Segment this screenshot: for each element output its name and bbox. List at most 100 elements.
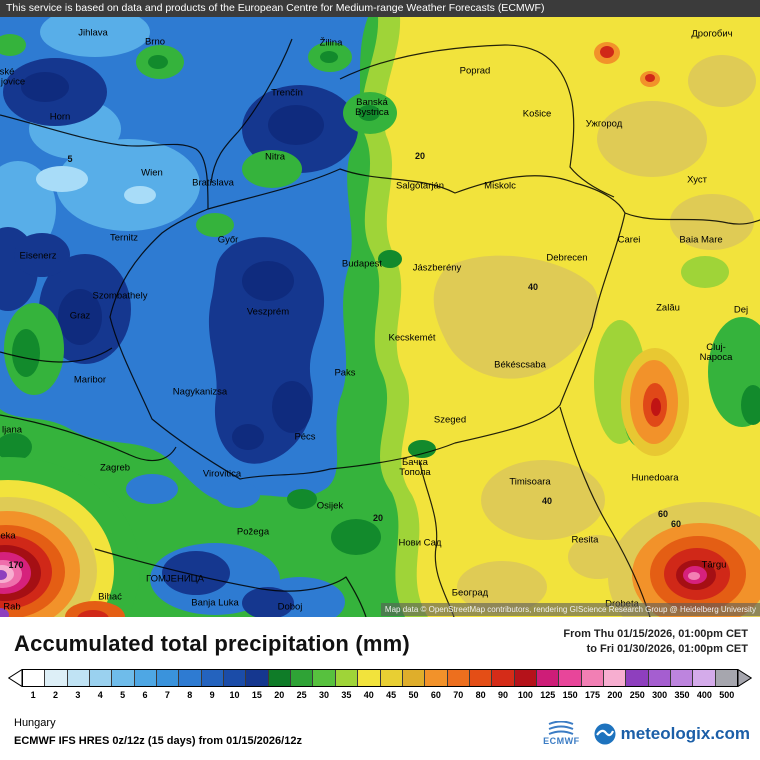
city-label: Eisenerz: [19, 250, 57, 262]
legend-tick: 7: [164, 690, 170, 700]
city-label: Horn: [49, 111, 71, 123]
city-label: Graz: [69, 310, 91, 322]
region-label: Hungary: [14, 717, 56, 729]
model-info: ECMWF IFS HRES 0z/12z (15 days) from 01/…: [14, 735, 302, 747]
city-label: Zagreb: [99, 462, 131, 474]
legend-cell: [90, 670, 113, 686]
contour-value-label: 40: [541, 496, 553, 506]
legend-tick: 200: [607, 690, 623, 700]
legend-cell: [224, 670, 247, 686]
city-label: Békéscsaba: [494, 359, 546, 371]
city-label: Trenčín: [271, 87, 303, 99]
legend-cell: [268, 670, 292, 686]
legend-tick: 350: [674, 690, 690, 700]
legend-tick: 125: [540, 690, 556, 700]
city-label: Brno: [144, 36, 166, 48]
city-label: Resita: [571, 534, 599, 546]
legend-tick: 90: [498, 690, 509, 700]
city-label: Бачка Топола: [399, 457, 431, 479]
legend-arrow-left-icon: [8, 669, 22, 687]
legend-tick: 4: [97, 690, 103, 700]
city-label: Baia Mare: [679, 234, 723, 246]
legend-cell: [670, 670, 694, 686]
city-label: Miskolc: [484, 180, 516, 192]
legend-cell: [112, 670, 135, 686]
city-label: Ужгород: [585, 118, 623, 130]
legend-cell: [693, 670, 716, 686]
city-label: Jihlava: [78, 27, 108, 39]
legend-panel: Accumulated total precipitation (mm) Fro…: [0, 617, 760, 760]
legend-tick: 6: [142, 690, 148, 700]
city-label: Banja Luka: [191, 597, 239, 609]
legend-arrow-right-icon: [738, 669, 752, 687]
city-label: Košice: [522, 108, 552, 120]
city-label: Zalău: [656, 302, 680, 314]
city-label: Doboj: [277, 601, 303, 613]
city-label: Timisoara: [509, 476, 551, 488]
city-label: Osijek: [316, 500, 344, 512]
meteologix-logo-icon: [594, 723, 616, 744]
legend-cell: [469, 670, 493, 686]
city-label: Ternitz: [110, 232, 138, 244]
city-labels: ské jovice Jihlava Brno Žilina Poprad Дрогобич…: [0, 17, 760, 617]
city-label: Nagykanizsa: [172, 386, 228, 398]
legend-cell: [514, 670, 537, 686]
city-label: ljana: [1, 424, 23, 436]
contour-value-label: 60: [670, 519, 682, 529]
legend-tick: 1: [30, 690, 36, 700]
legend-tick: 70: [453, 690, 464, 700]
city-label: Szeged: [433, 414, 467, 426]
legend-cell: [626, 670, 649, 686]
legend-cell: [380, 670, 403, 686]
legend-tick: 30: [319, 690, 330, 700]
legend-cell: [447, 670, 470, 686]
legend-cell: [536, 670, 560, 686]
city-label: Wien: [141, 167, 163, 179]
city-label: Târgu: [701, 559, 727, 571]
legend-cell: [246, 670, 269, 686]
city-label: Хуст: [687, 174, 707, 186]
city-label: ské: [0, 66, 15, 78]
legend-cell: [335, 670, 359, 686]
legend-cell: [179, 670, 202, 686]
legend-cell: [291, 670, 314, 686]
meteologix-logo: meteologix.com: [594, 723, 750, 745]
legend-tick: 2: [53, 690, 59, 700]
city-label: ГОМЈЕНИЦА: [145, 573, 205, 585]
legend-cell: [23, 670, 46, 686]
city-label: Bihać: [98, 591, 122, 603]
legend-cell: [603, 670, 627, 686]
legend-cell: [67, 670, 91, 686]
legend-tick: 400: [696, 690, 712, 700]
legend-cell: [313, 670, 336, 686]
legend-cell: [559, 670, 582, 686]
legend-tick: 9: [209, 690, 215, 700]
city-label: Kecskemét: [388, 332, 436, 344]
city-label: eka: [0, 530, 16, 542]
city-label: Београд: [451, 587, 489, 599]
legend-tick: 60: [430, 690, 441, 700]
city-label: Нови Сад: [398, 537, 442, 549]
legend-cell: [492, 670, 515, 686]
contour-value-label: 170: [8, 560, 24, 570]
city-label: Poprad: [459, 65, 491, 77]
legend-cell: [402, 670, 426, 686]
city-label: Dej: [733, 304, 749, 316]
contour-labels: 5 20 40 20 40 60 60 170: [0, 17, 760, 617]
city-label: Budapest: [341, 258, 383, 270]
legend-cells: [22, 669, 738, 687]
city-label: Győr: [217, 234, 239, 246]
city-label: Jászberény: [412, 262, 462, 274]
legend-cell: [648, 670, 671, 686]
city-label: Paks: [334, 367, 356, 379]
legend-tick: 5: [120, 690, 126, 700]
ecmwf-logo-icon: [548, 721, 574, 735]
legend-tick: 35: [341, 690, 352, 700]
ecmwf-logo: ECMWF: [543, 721, 580, 746]
city-label: Pécs: [294, 431, 316, 443]
branding: ECMWF meteologix.com: [543, 721, 750, 746]
city-label: jovice: [0, 76, 26, 88]
legend-tick: 250: [629, 690, 645, 700]
legend-tick: 150: [562, 690, 578, 700]
city-label: Rab: [3, 601, 21, 613]
